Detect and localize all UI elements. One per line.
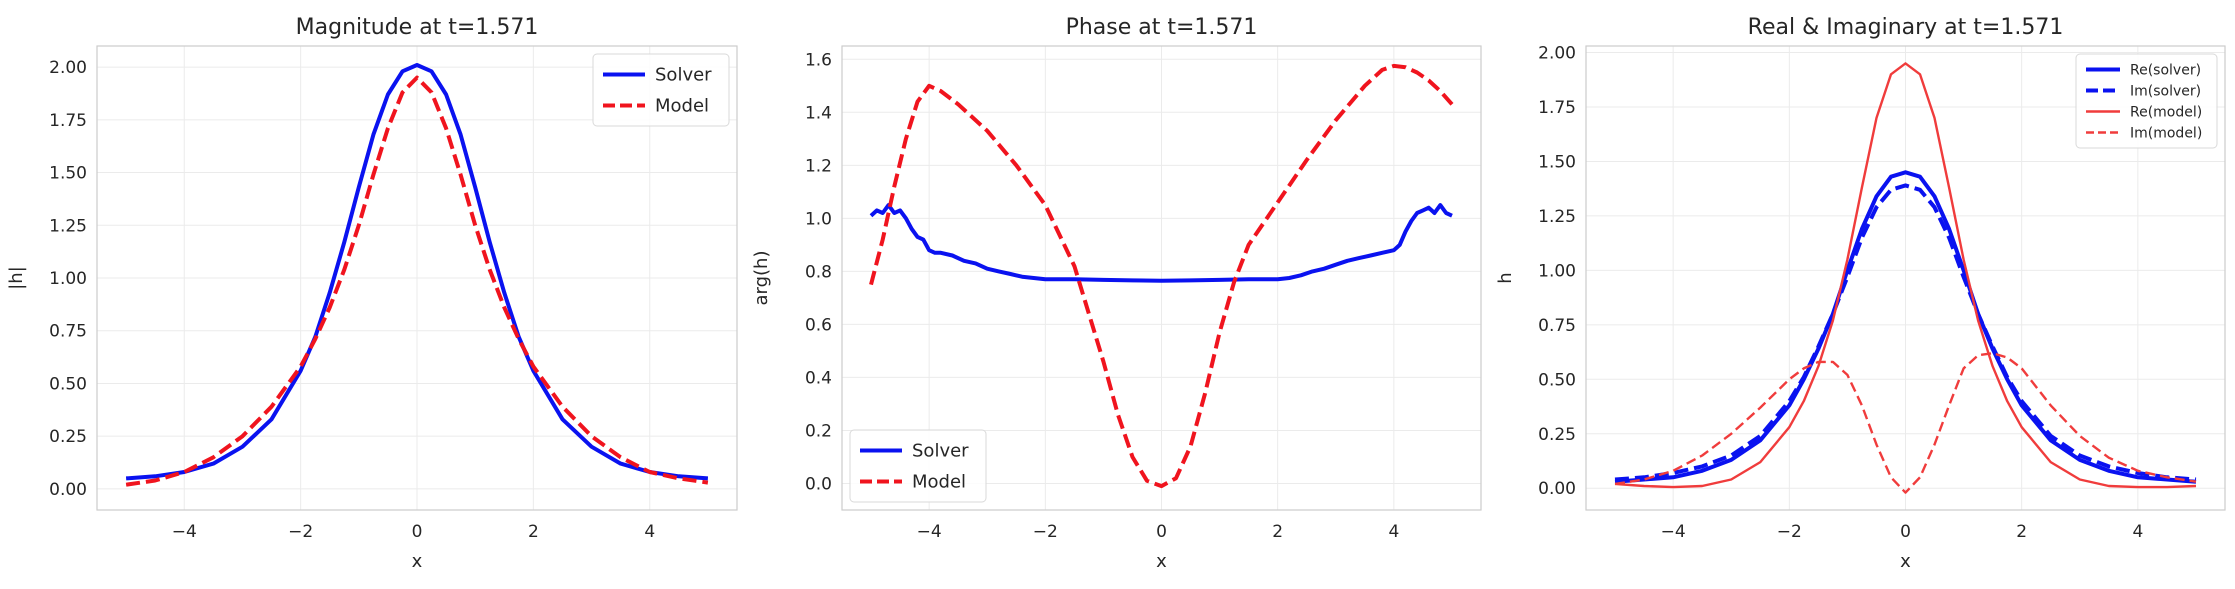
x-tick-label: 4 (2132, 522, 2143, 542)
y-tick-label: 1.75 (49, 111, 87, 131)
y-tick-label: 0.00 (1538, 479, 1576, 499)
y-tick-label: 1.6 (805, 50, 832, 70)
y-tick-label: 0.75 (1538, 316, 1576, 336)
legend-label: Model (912, 472, 966, 493)
y-tick-label: 1.25 (49, 216, 87, 236)
y-tick-label: 2.00 (1538, 44, 1576, 64)
x-tick-label: −4 (1661, 522, 1686, 542)
series-line-solver (869, 203, 1453, 283)
series-line-re-model (1614, 62, 2197, 489)
y-tick-label: 1.50 (49, 164, 87, 184)
y-tick-label: 1.50 (1538, 152, 1576, 172)
legend: Solver Model (592, 53, 730, 127)
y-tick-label: 1.4 (805, 103, 832, 123)
x-tick-label: −4 (172, 522, 197, 542)
series-line-im-model (1614, 352, 2197, 494)
x-tick-label: 2 (528, 522, 539, 542)
chart-panel-1: −4 −2 0 2 4 0.00 0.25 0.50 0.75 1.00 1.25 1.50 1.75 2… (6, 15, 738, 572)
y-tick-label: 0.0 (805, 474, 832, 494)
legend-box (592, 53, 730, 127)
y-axis-label: h (1495, 272, 1516, 283)
legend-label: Solver (655, 65, 712, 86)
plot-frame (841, 45, 1482, 511)
y-axis-label: arg(h) (751, 251, 772, 306)
series-line-solver (125, 63, 709, 481)
x-tick-label: 4 (644, 522, 655, 542)
x-tick-label: −2 (1777, 522, 1802, 542)
y-tick-label: 0.00 (49, 480, 87, 500)
y-tick-label: 0.2 (805, 421, 832, 441)
chart-title: Magnitude at t=1.571 (296, 15, 539, 40)
chart-title: Phase at t=1.571 (1066, 15, 1258, 40)
legend-label: Im(model) (2130, 126, 2202, 142)
legend-label: Solver (912, 441, 969, 462)
x-tick-label: −2 (288, 522, 313, 542)
y-tick-label: 1.00 (1538, 261, 1576, 281)
y-tick-label: 0.25 (49, 427, 87, 447)
y-tick-label: 1.00 (49, 269, 87, 289)
y-tick-label: 0.75 (49, 322, 87, 342)
y-tick-label: 0.8 (805, 262, 832, 282)
x-tick-label: −2 (1033, 522, 1058, 542)
y-tick-label: 1.2 (805, 156, 832, 176)
legend-label: Model (655, 96, 709, 117)
y-tick-label: 0.50 (49, 374, 87, 394)
y-axis-label: |h| (6, 266, 27, 290)
y-tick-label: 2.00 (49, 58, 87, 78)
y-tick-label: 1.25 (1538, 207, 1576, 227)
x-tick-label: 2 (2016, 522, 2027, 542)
x-tick-label: −4 (917, 522, 942, 542)
legend-box (2075, 53, 2218, 149)
y-tick-label: 0.4 (805, 368, 832, 388)
x-tick-label: 0 (1156, 522, 1167, 542)
x-tick-label: 2 (1272, 522, 1283, 542)
chart-title: Real & Imaginary at t=1.571 (1748, 15, 2064, 40)
x-tick-label: 0 (412, 522, 423, 542)
y-tick-label: 0.50 (1538, 370, 1576, 390)
y-tick-label: 1.75 (1538, 98, 1576, 118)
plot-frame (1585, 45, 2226, 511)
legend-box (849, 429, 987, 503)
x-axis-label: x (412, 551, 423, 572)
x-axis-label: x (1156, 551, 1167, 572)
legend-label: Re(solver) (2130, 63, 2201, 79)
chart-panel-3: −4 −2 0 2 4 0.00 0.25 0.50 0.75 1.00 1.25 1.50 1.75 2… (1495, 15, 2226, 572)
y-tick-label: 1.0 (805, 209, 832, 229)
legend: Re(solver) Im(solver) Re(model) Im(model) (2075, 53, 2218, 149)
series-line-im-solver (1614, 183, 2197, 482)
plot-frame (96, 45, 738, 511)
legend-label: Im(solver) (2130, 84, 2201, 100)
x-axis-label: x (1900, 551, 1911, 572)
x-tick-label: 0 (1900, 522, 1911, 542)
y-tick-label: 0.25 (1538, 425, 1576, 445)
series-line-re-solver (1614, 170, 2197, 484)
y-tick-label: 0.6 (805, 315, 832, 335)
legend: Solver Model (849, 429, 987, 503)
legend-label: Re(model) (2130, 105, 2202, 121)
x-tick-label: 4 (1388, 522, 1399, 542)
chart-panel-2: −4 −2 0 2 4 0.0 0.2 0.4 0.6 0.8 1.0 1.2 1.4 1.6 Phase … (751, 15, 1482, 572)
series-line-model (125, 75, 709, 487)
